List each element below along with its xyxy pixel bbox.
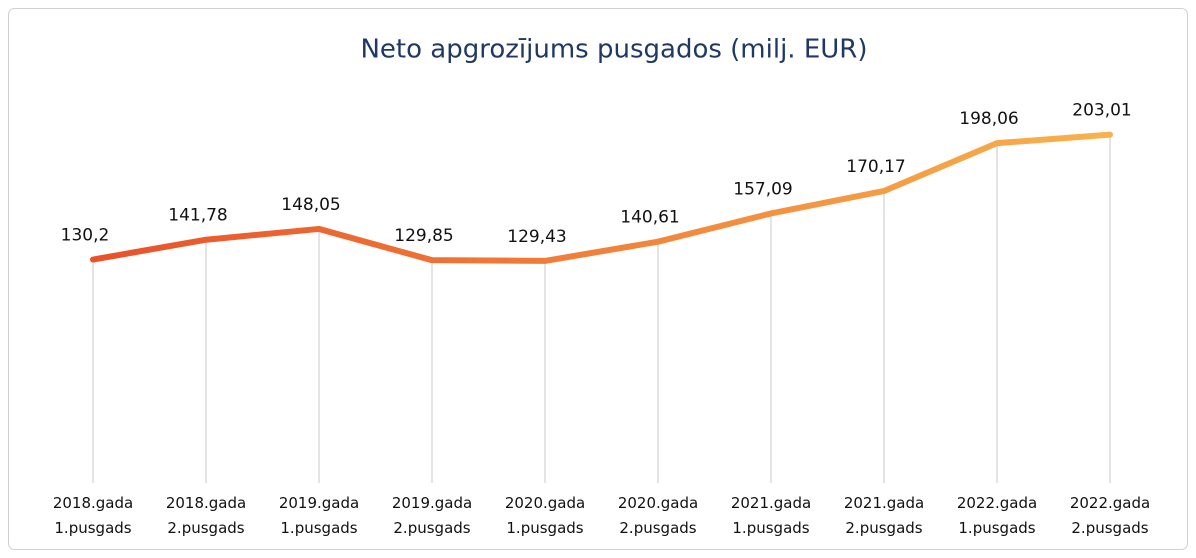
x-tick-label: 2020.gada 2.pusgads	[617, 494, 699, 537]
data-label: 203,01	[1072, 101, 1131, 121]
data-label: 130,2	[61, 226, 110, 246]
data-label: 170,17	[846, 157, 905, 177]
chart-border	[8, 8, 1188, 550]
data-label: 157,09	[733, 179, 792, 199]
x-tick-label: 2018.gada 1.pusgads	[52, 494, 134, 537]
x-tick-label: 2020.gada 1.pusgads	[504, 494, 586, 537]
x-tick-label: 2019.gada 1.pusgads	[278, 494, 360, 537]
line	[90, 131, 1113, 264]
data-label: 198,06	[959, 109, 1018, 129]
data-label: 129,85	[394, 226, 453, 246]
data-label: 140,61	[620, 208, 679, 228]
x-tick-label: 2022.gada 2.pusgads	[1069, 494, 1151, 537]
data-label: 141,78	[168, 206, 227, 226]
x-tick-label: 2019.gada 2.pusgads	[391, 494, 473, 537]
x-tick-label: 2022.gada 1.pusgads	[956, 494, 1038, 537]
data-label: 148,05	[281, 195, 340, 215]
chart-title: Neto apgrozījums pusgados (milj. EUR)	[360, 35, 867, 65]
x-tick-label: 2018.gada 2.pusgads	[165, 494, 247, 537]
x-tick-label: 2021.gada 2.pusgads	[843, 494, 925, 537]
x-tick-label: 2021.gada 1.pusgads	[730, 494, 812, 537]
data-label: 129,43	[507, 227, 566, 247]
